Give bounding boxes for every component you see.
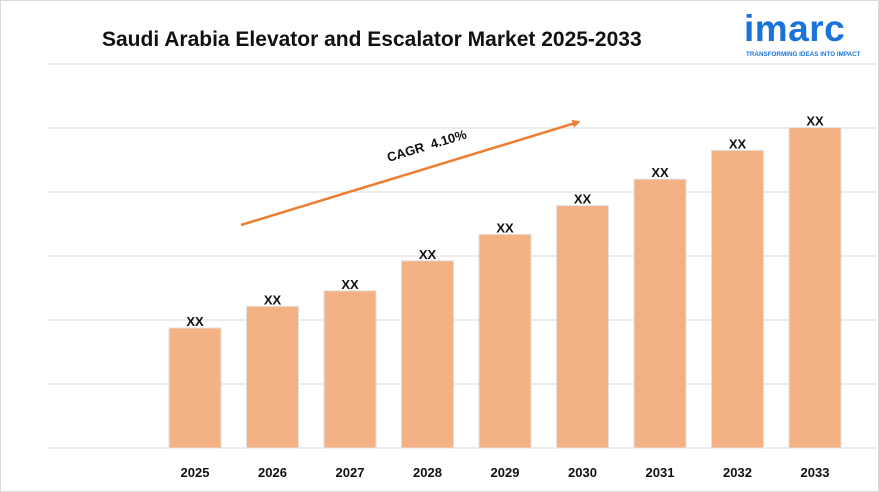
x-axis-ticks: 2025 2026 2027 2028 2029 2030 2031 2032 2033 <box>181 465 830 480</box>
data-label-2025: XX <box>186 314 204 329</box>
data-label-2031: XX <box>651 165 669 180</box>
tick-label-2032: 2032 <box>723 465 752 480</box>
tick-label-2028: 2028 <box>413 465 442 480</box>
bar-2025 <box>168 327 222 449</box>
tick-label-2029: 2029 <box>491 465 520 480</box>
data-label-2026: XX <box>264 292 282 307</box>
data-label-2028: XX <box>419 247 437 262</box>
bar-labels: XX XX XX XX XX XX XX XX XX <box>186 114 824 329</box>
cagr-annotation: CAGR 4.10% <box>240 119 581 227</box>
bar-2026 <box>246 305 299 449</box>
tick-label-2026: 2026 <box>258 465 287 480</box>
chart-title: Saudi Arabia Elevator and Escalator Mark… <box>102 28 642 51</box>
logo-tagline: TRANSFORMING IDEAS INTO IMPACT <box>746 51 861 58</box>
bar-2027 <box>323 290 377 449</box>
imarc-logo: imarc TRANSFORMING IDEAS INTO IMPACT <box>740 4 870 62</box>
tick-label-2030: 2030 <box>568 465 597 480</box>
data-label-2030: XX <box>574 192 592 207</box>
bar-2032 <box>711 149 764 449</box>
data-label-2032: XX <box>729 136 747 151</box>
data-label-2027: XX <box>341 277 359 292</box>
data-label-2029: XX <box>496 220 514 235</box>
tick-label-2033: 2033 <box>801 465 830 480</box>
cagr-arrow <box>240 119 581 227</box>
bar-2033 <box>788 127 842 449</box>
logo-wordmark: imarc <box>744 8 846 49</box>
bar-2030 <box>556 205 609 449</box>
tick-label-2031: 2031 <box>646 465 675 480</box>
bar-2031 <box>633 178 687 449</box>
bars <box>168 127 842 449</box>
bar-2029 <box>478 233 532 449</box>
tick-label-2027: 2027 <box>336 465 365 480</box>
bar-2028 <box>401 260 454 449</box>
data-label-2033: XX <box>806 114 824 129</box>
tick-label-2025: 2025 <box>181 465 210 480</box>
